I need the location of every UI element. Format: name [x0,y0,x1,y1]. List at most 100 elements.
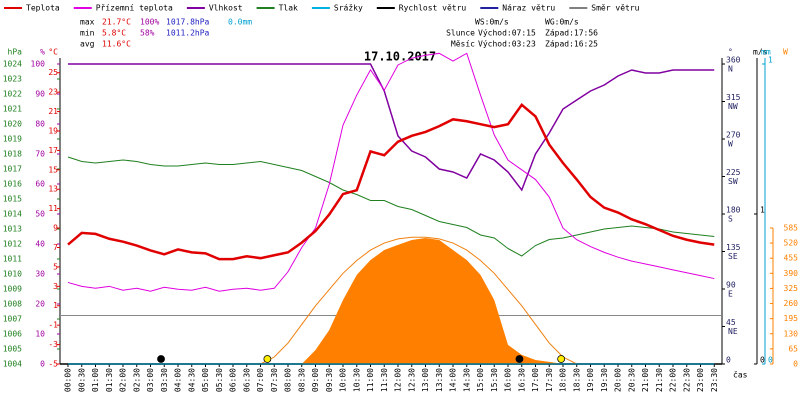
stat-label: avg [80,40,95,49]
y-tick-label: 1015 [3,195,22,204]
legend-label: Srážky [334,4,363,13]
y-tick-label: 0 [40,360,45,369]
axis-label: W [783,48,788,57]
y-tick-label: 1016 [3,180,22,189]
x-tick-label: 13:30 [435,368,444,392]
y-tick-label: 1008 [3,300,22,309]
series-line [67,156,715,257]
y-tick-label: 1020 [3,120,22,129]
sun-name: Slunce [446,29,475,38]
x-tick-label: 11:00 [366,368,375,392]
legend-label: Vlhkost [209,4,243,13]
y2-tick-label: 325 [784,284,799,293]
y-tick-label: 23 [48,88,58,97]
x-tick-label: 20:00 [614,368,623,392]
x-tick-label: 05:30 [215,368,224,392]
y2-tick-label: 195 [784,314,799,323]
solar-area [301,237,563,364]
y2-tick-label: 585 [784,223,799,232]
stat-temp: 5.8°C [102,29,126,38]
y-tick-label: 1009 [3,285,22,294]
y-tick-label: 17 [48,146,58,155]
y2-tick-label: 65 [788,344,798,353]
series-line [67,52,715,292]
x-tick-label: 01:00 [91,368,100,392]
x-tick-label: 00:30 [77,368,86,392]
y-tick-label: 1011 [3,255,22,264]
y-tick-label: -5 [48,360,58,369]
series-line [67,102,715,261]
y2-tick-label: 180 [726,206,741,215]
x-tick-label: 09:30 [325,368,334,392]
legend-label: Tlak [279,4,298,13]
legend-label: Směr větru [591,4,639,13]
y-tick-label: 1 [53,301,58,310]
y-tick-label: 1013 [3,225,22,234]
x-tick-label: 06:30 [242,368,251,392]
stat-temp: 11.6°C [102,40,131,49]
sun-set-marker [557,355,566,363]
y2-tick-label: 315 [726,93,741,102]
y-tick-label: 1010 [3,270,22,279]
stat-pct: 100% [140,18,159,27]
sun-rise: 07:15 [512,29,536,38]
x-axis-label: čas [733,370,748,380]
y2-tick-label: 0 [760,356,765,365]
y-tick-label: 1022 [3,90,22,99]
y-tick-label: 1014 [3,210,22,219]
axis-label: hPa [8,48,23,57]
stat-hpa: 1011.2hPa [166,29,210,38]
y-tick-label: 25 [48,68,58,77]
y-tick-label: 1023 [3,75,22,84]
y-tick-label: 1021 [3,105,22,114]
x-tick-label: 02:00 [119,368,128,392]
x-tick-label: 23:30 [710,368,719,392]
x-tick-label: 12:30 [407,368,416,392]
axis-label: °C [48,48,58,57]
x-tick-label: 05:00 [201,368,210,392]
moon-rise-marker [157,355,165,363]
sun-rise-marker [263,355,272,363]
y-tick-label: 1017 [3,165,22,174]
axis-label: % [40,48,45,57]
y2-tick-label: 455 [784,254,799,263]
y-tick-label: 70 [35,150,45,159]
x-tick-label: 06:00 [229,368,238,392]
y-tick-label: 13 [48,185,58,194]
y-tick-label: 7 [53,243,58,252]
y-tick-label: 1006 [3,330,22,339]
x-tick-label: 15:00 [476,368,485,392]
axis-label: m/s [753,48,768,57]
sun-rise-label: Východ: [478,29,512,38]
x-tick-label: 22:00 [669,368,678,392]
x-tick-label: 00:00 [64,368,73,392]
y-tick-label: 11 [48,204,58,213]
x-tick-label: 01:30 [105,368,114,392]
y-tick-label: 60 [35,180,45,189]
moon-rise: 03:23 [512,40,536,49]
stat-hpa: 1017.8hPa [166,18,210,27]
x-tick-label: 11:30 [380,368,389,392]
y2-tick-label: 135 [726,243,741,252]
y2-tick-label: 45 [726,318,736,327]
y2-tick-label: 225 [726,168,741,177]
y2-tick-label: 0 [793,360,798,369]
x-tick-label: 08:00 [284,368,293,392]
x-tick-label: 04:30 [187,368,196,392]
y2-tick-label: 390 [784,269,799,278]
stat-pct: 58% [140,29,155,38]
y-tick-label: 5 [53,262,58,271]
wind-speed: WS:0m/s [475,18,509,27]
x-tick-label: 16:00 [504,368,513,392]
stat-label: max [80,18,95,27]
y2-tick-label: 0 [726,356,731,365]
y-tick-label: 3 [53,282,58,291]
legend-label: Teplota [26,4,60,13]
x-tick-label: 22:30 [682,368,691,392]
moon-set-label: Západ: [545,40,574,49]
y-tick-label: -1 [48,321,58,330]
compass-label: NW [728,102,738,111]
compass-label: SW [728,177,738,186]
axis-label: ° [728,48,733,57]
y2-tick-label: 520 [784,239,799,248]
